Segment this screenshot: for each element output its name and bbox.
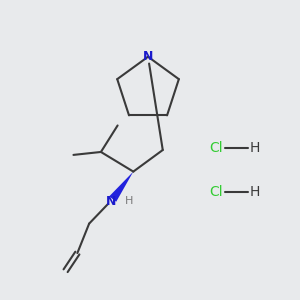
Text: N: N [106,194,116,208]
Text: H: H [250,141,260,155]
Polygon shape [109,172,133,202]
Text: H: H [250,185,260,199]
Text: N: N [143,50,153,63]
Text: Cl: Cl [209,185,223,199]
Text: Cl: Cl [209,141,223,155]
Text: H: H [124,196,133,206]
